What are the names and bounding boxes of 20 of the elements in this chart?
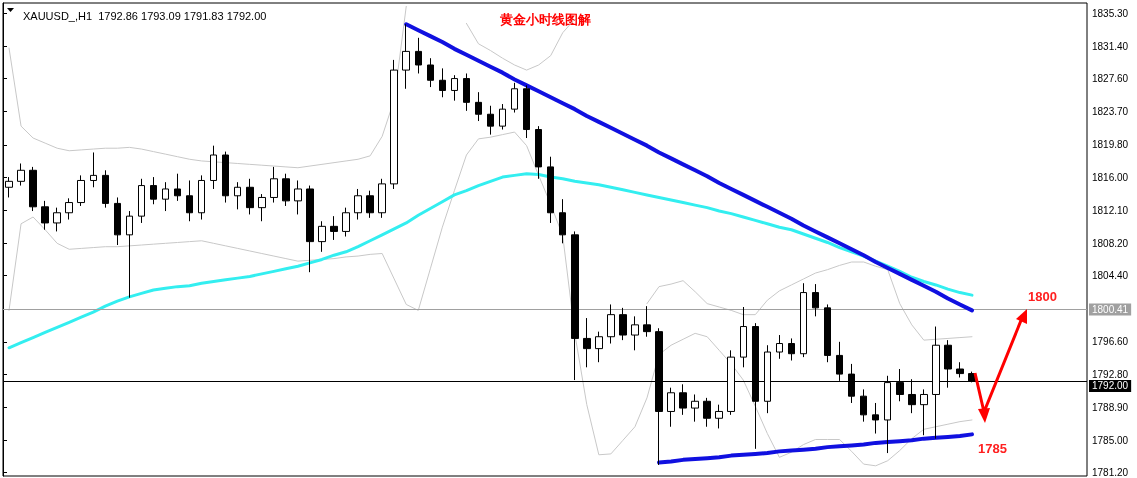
y-tick-label: 1823.70 <box>1092 106 1129 118</box>
text: 1800 <box>1028 289 1057 304</box>
y-tick-label: 1819.80 <box>1092 139 1129 151</box>
y-tick-label: 1816.00 <box>1092 171 1129 183</box>
y-tick-label: 1812.10 <box>1092 204 1129 216</box>
y-tick-label: 1792.80 <box>1092 368 1129 380</box>
y-tick-label: 1831.40 <box>1092 40 1129 52</box>
y-tick-label: 1785.00 <box>1092 434 1129 446</box>
ref-line-label: 1792.00 <box>1092 380 1129 392</box>
y-tick-label: 1781.20 <box>1092 467 1129 478</box>
text: 1785 <box>978 441 1007 456</box>
text: 黄金小时线图解 <box>498 12 591 27</box>
y-tick-label: 1796.60 <box>1092 336 1129 348</box>
text: XAUUSD_,H1 1792.86 1793.09 1791.83 1792.00 <box>23 9 267 22</box>
y-tick-label: 1804.40 <box>1092 270 1129 282</box>
y-tick-label: 1808.20 <box>1092 237 1129 249</box>
y-tick-label: 1788.90 <box>1092 401 1129 413</box>
y-tick-label: 1827.60 <box>1092 73 1129 85</box>
ref-line-label: 1800.41 <box>1092 303 1129 315</box>
y-tick-label: 1835.30 <box>1092 7 1129 19</box>
